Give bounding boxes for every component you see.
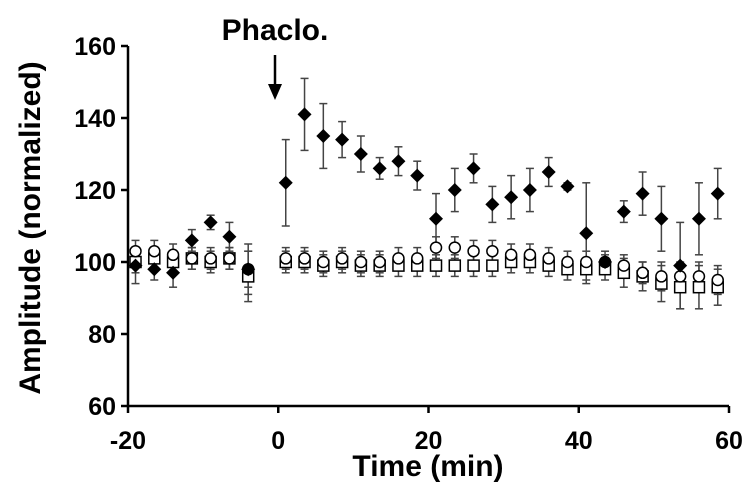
data-point-diamond <box>673 258 688 273</box>
data-point-circle <box>561 255 574 269</box>
data-point-circle <box>166 248 180 262</box>
data-point-diamond <box>522 183 537 197</box>
y-tick-label: 60 <box>88 393 116 421</box>
data-point-diamond <box>504 190 519 205</box>
data-point-diamond <box>128 258 143 273</box>
y-tick-label: 80 <box>88 321 116 349</box>
y-tick-label: 140 <box>74 105 116 133</box>
axes <box>126 46 729 408</box>
x-tick-label: 60 <box>715 427 743 455</box>
data-point-square <box>429 259 443 272</box>
data-point-diamond <box>297 107 312 122</box>
data-point-circle <box>711 273 724 287</box>
data-point-diamond <box>166 265 181 280</box>
data-point-diamond <box>560 179 575 194</box>
data-point-diamond <box>147 262 162 277</box>
y-tick-label: 100 <box>74 249 116 277</box>
data-point-circle <box>335 252 349 265</box>
data-point-diamond <box>316 129 331 143</box>
data-point-diamond <box>222 229 237 244</box>
data-point-circle <box>655 270 668 283</box>
data-point-circle <box>148 244 161 258</box>
data-point-diamond <box>691 211 706 226</box>
data-point-diamond <box>466 161 481 176</box>
data-point-diamond <box>278 175 293 190</box>
x-tick-label: 20 <box>415 427 443 455</box>
data-point-circle <box>692 270 706 283</box>
phaclo-arrow-icon <box>268 55 282 100</box>
data-point-circle <box>298 252 311 265</box>
data-point-diamond <box>241 262 256 277</box>
data-point-diamond <box>635 186 650 201</box>
axis-ticks: 60 80 100 120 140 160 -20 0 20 40 60 <box>74 33 743 455</box>
data-point-circle <box>580 255 593 269</box>
data-point-diamond <box>654 211 669 226</box>
data-point-circle <box>392 252 405 265</box>
data-point-circle <box>410 252 424 265</box>
data-point-square <box>673 280 687 294</box>
data-point-circle <box>467 244 480 258</box>
data-point-square <box>692 280 706 294</box>
data-point-circle <box>617 259 631 272</box>
data-point-square <box>486 259 499 272</box>
data-point-circle <box>185 252 199 265</box>
data-point-circle <box>223 252 236 265</box>
y-tick-label: 160 <box>74 33 116 61</box>
data-point-circle <box>523 248 537 262</box>
y-axis-title: Amplitude (normalized) <box>14 61 47 394</box>
data-point-diamond <box>710 186 725 201</box>
data-point-diamond <box>372 161 387 176</box>
data-point-circle <box>636 266 649 280</box>
x-axis-title: Time (min) <box>352 450 503 483</box>
data-point-circle <box>317 255 330 269</box>
data-point-circle <box>486 244 499 258</box>
x-tick-label: -20 <box>110 427 146 455</box>
data-point-diamond <box>391 154 406 169</box>
data-point-diamond <box>447 183 462 197</box>
data-point-circle <box>373 255 386 269</box>
data-point-circle <box>204 252 217 265</box>
data-point-diamond <box>485 197 500 212</box>
data-point-diamond <box>579 226 594 241</box>
data-point-circle <box>429 241 443 254</box>
data-point-diamond <box>541 165 556 179</box>
data-point-circle <box>448 241 462 254</box>
data-points <box>128 107 725 294</box>
error-bars <box>131 77 722 310</box>
x-tick-label: 40 <box>565 427 593 455</box>
data-point-diamond <box>353 147 368 161</box>
data-point-diamond <box>203 215 218 230</box>
y-tick-label: 120 <box>74 177 116 205</box>
data-point-circle <box>354 255 368 269</box>
data-point-diamond <box>335 132 350 147</box>
data-point-diamond <box>429 211 444 226</box>
data-point-diamond <box>598 255 613 269</box>
data-point-square <box>448 259 462 272</box>
data-point-circle <box>129 244 142 258</box>
data-point-diamond <box>616 204 631 219</box>
data-point-square <box>467 259 480 272</box>
x-tick-label: 0 <box>271 427 285 455</box>
data-point-diamond <box>184 233 199 248</box>
data-point-circle <box>279 252 293 265</box>
data-point-circle <box>504 248 518 262</box>
phaclo-annotation-label: Phaclo. <box>222 14 329 47</box>
data-point-circle <box>542 252 555 265</box>
data-point-diamond <box>410 168 425 183</box>
